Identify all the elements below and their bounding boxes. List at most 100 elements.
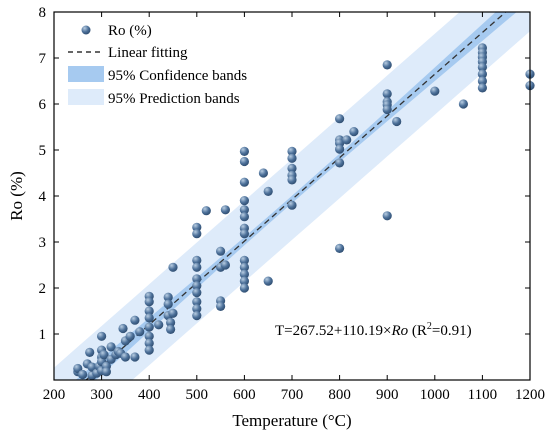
data-point [216, 301, 226, 311]
data-point [477, 76, 487, 86]
data-point [335, 114, 345, 124]
data-point [342, 135, 352, 145]
data-point [154, 320, 164, 330]
data-point [287, 175, 297, 185]
data-point [287, 163, 297, 173]
x-tick-label: 400 [138, 387, 161, 403]
data-point [130, 315, 140, 325]
legend: Ro (%) Linear fitting 95% Confidence ban… [68, 23, 247, 107]
y-tick-label: 4 [39, 189, 47, 205]
regression-equation: T=267.52+110.19×Ro (R2=0.91) [275, 321, 472, 339]
data-point [430, 86, 440, 96]
data-point [144, 313, 154, 323]
data-point [125, 331, 135, 341]
y-tick-label: 7 [39, 51, 47, 67]
data-point [239, 196, 249, 206]
legend-confidence-swatch [68, 66, 104, 82]
data-point [144, 322, 154, 332]
legend-prediction-swatch [68, 89, 104, 105]
legend-label-prediction: 95% Prediction bands [108, 91, 240, 107]
data-point [382, 211, 392, 221]
y-axis-label: Ro (%) [7, 171, 26, 221]
data-point [239, 283, 249, 293]
data-point [192, 222, 202, 232]
data-point [192, 281, 202, 291]
x-tick-label: 700 [281, 387, 304, 403]
data-point [335, 243, 345, 253]
data-point [458, 99, 468, 109]
data-point [118, 323, 128, 334]
data-point [192, 262, 202, 272]
data-point [144, 345, 154, 355]
prediction-band [54, 12, 530, 380]
data-point [239, 156, 249, 167]
x-tick-label: 1100 [468, 387, 497, 403]
y-tick-label: 3 [39, 235, 47, 251]
data-point [239, 269, 249, 279]
data-point [106, 342, 116, 352]
data-point [192, 288, 202, 298]
x-tick-label: 200 [43, 387, 66, 403]
x-axis-label: Temperature (°C) [232, 411, 351, 430]
legend-point-marker [81, 25, 91, 35]
data-point [192, 311, 202, 321]
y-tick-label: 8 [39, 5, 47, 21]
data-point [163, 299, 173, 309]
data-point [85, 347, 95, 357]
data-point [382, 60, 392, 70]
data-point [220, 205, 230, 215]
data-point [144, 306, 154, 316]
x-tick-label: 900 [376, 387, 399, 403]
x-tick-label: 1200 [515, 387, 545, 403]
data-point [239, 205, 249, 215]
legend-label-points: Ro (%) [108, 23, 152, 39]
data-point [201, 206, 211, 216]
plot-area [54, 12, 535, 380]
data-point [263, 186, 273, 196]
data-point [192, 274, 202, 284]
data-point [258, 168, 268, 178]
data-point [220, 260, 230, 270]
y-tick-label: 5 [39, 143, 47, 159]
data-point [163, 292, 173, 302]
data-point [239, 255, 249, 265]
data-point [239, 276, 249, 286]
data-point [144, 297, 154, 307]
data-point [335, 144, 345, 154]
y-tick-label: 2 [39, 281, 47, 297]
data-point [349, 127, 359, 137]
data-point [144, 331, 154, 341]
data-point [99, 350, 109, 360]
data-point [192, 229, 202, 239]
data-point [287, 200, 297, 210]
data-point [101, 367, 111, 377]
data-point [239, 262, 249, 272]
x-tick-label: 800 [328, 387, 351, 403]
data-point [192, 297, 202, 307]
data-point [216, 246, 226, 256]
data-point [78, 369, 88, 380]
data-point [477, 69, 487, 79]
data-point [382, 89, 392, 99]
data-point [239, 229, 249, 239]
data-point [382, 104, 392, 115]
data-point [130, 352, 140, 362]
data-point [135, 327, 145, 337]
data-point [192, 304, 202, 314]
data-point [166, 317, 176, 328]
data-point [287, 146, 297, 156]
data-point [477, 62, 487, 72]
data-point [477, 83, 487, 93]
data-point [239, 146, 249, 156]
data-point [287, 153, 297, 163]
data-point [263, 276, 273, 286]
data-point [392, 116, 402, 127]
data-point [144, 338, 154, 348]
y-tick-label: 1 [39, 327, 47, 343]
x-tick-label: 1000 [420, 387, 450, 403]
data-point [168, 262, 178, 272]
legend-label-fit: Linear fitting [108, 45, 188, 61]
data-point [239, 212, 249, 222]
x-tick-label: 600 [233, 387, 256, 403]
